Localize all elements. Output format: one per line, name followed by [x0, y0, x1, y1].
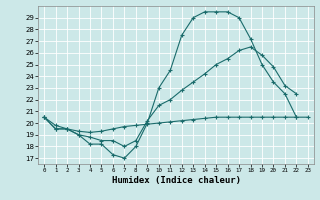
X-axis label: Humidex (Indice chaleur): Humidex (Indice chaleur)	[111, 176, 241, 185]
